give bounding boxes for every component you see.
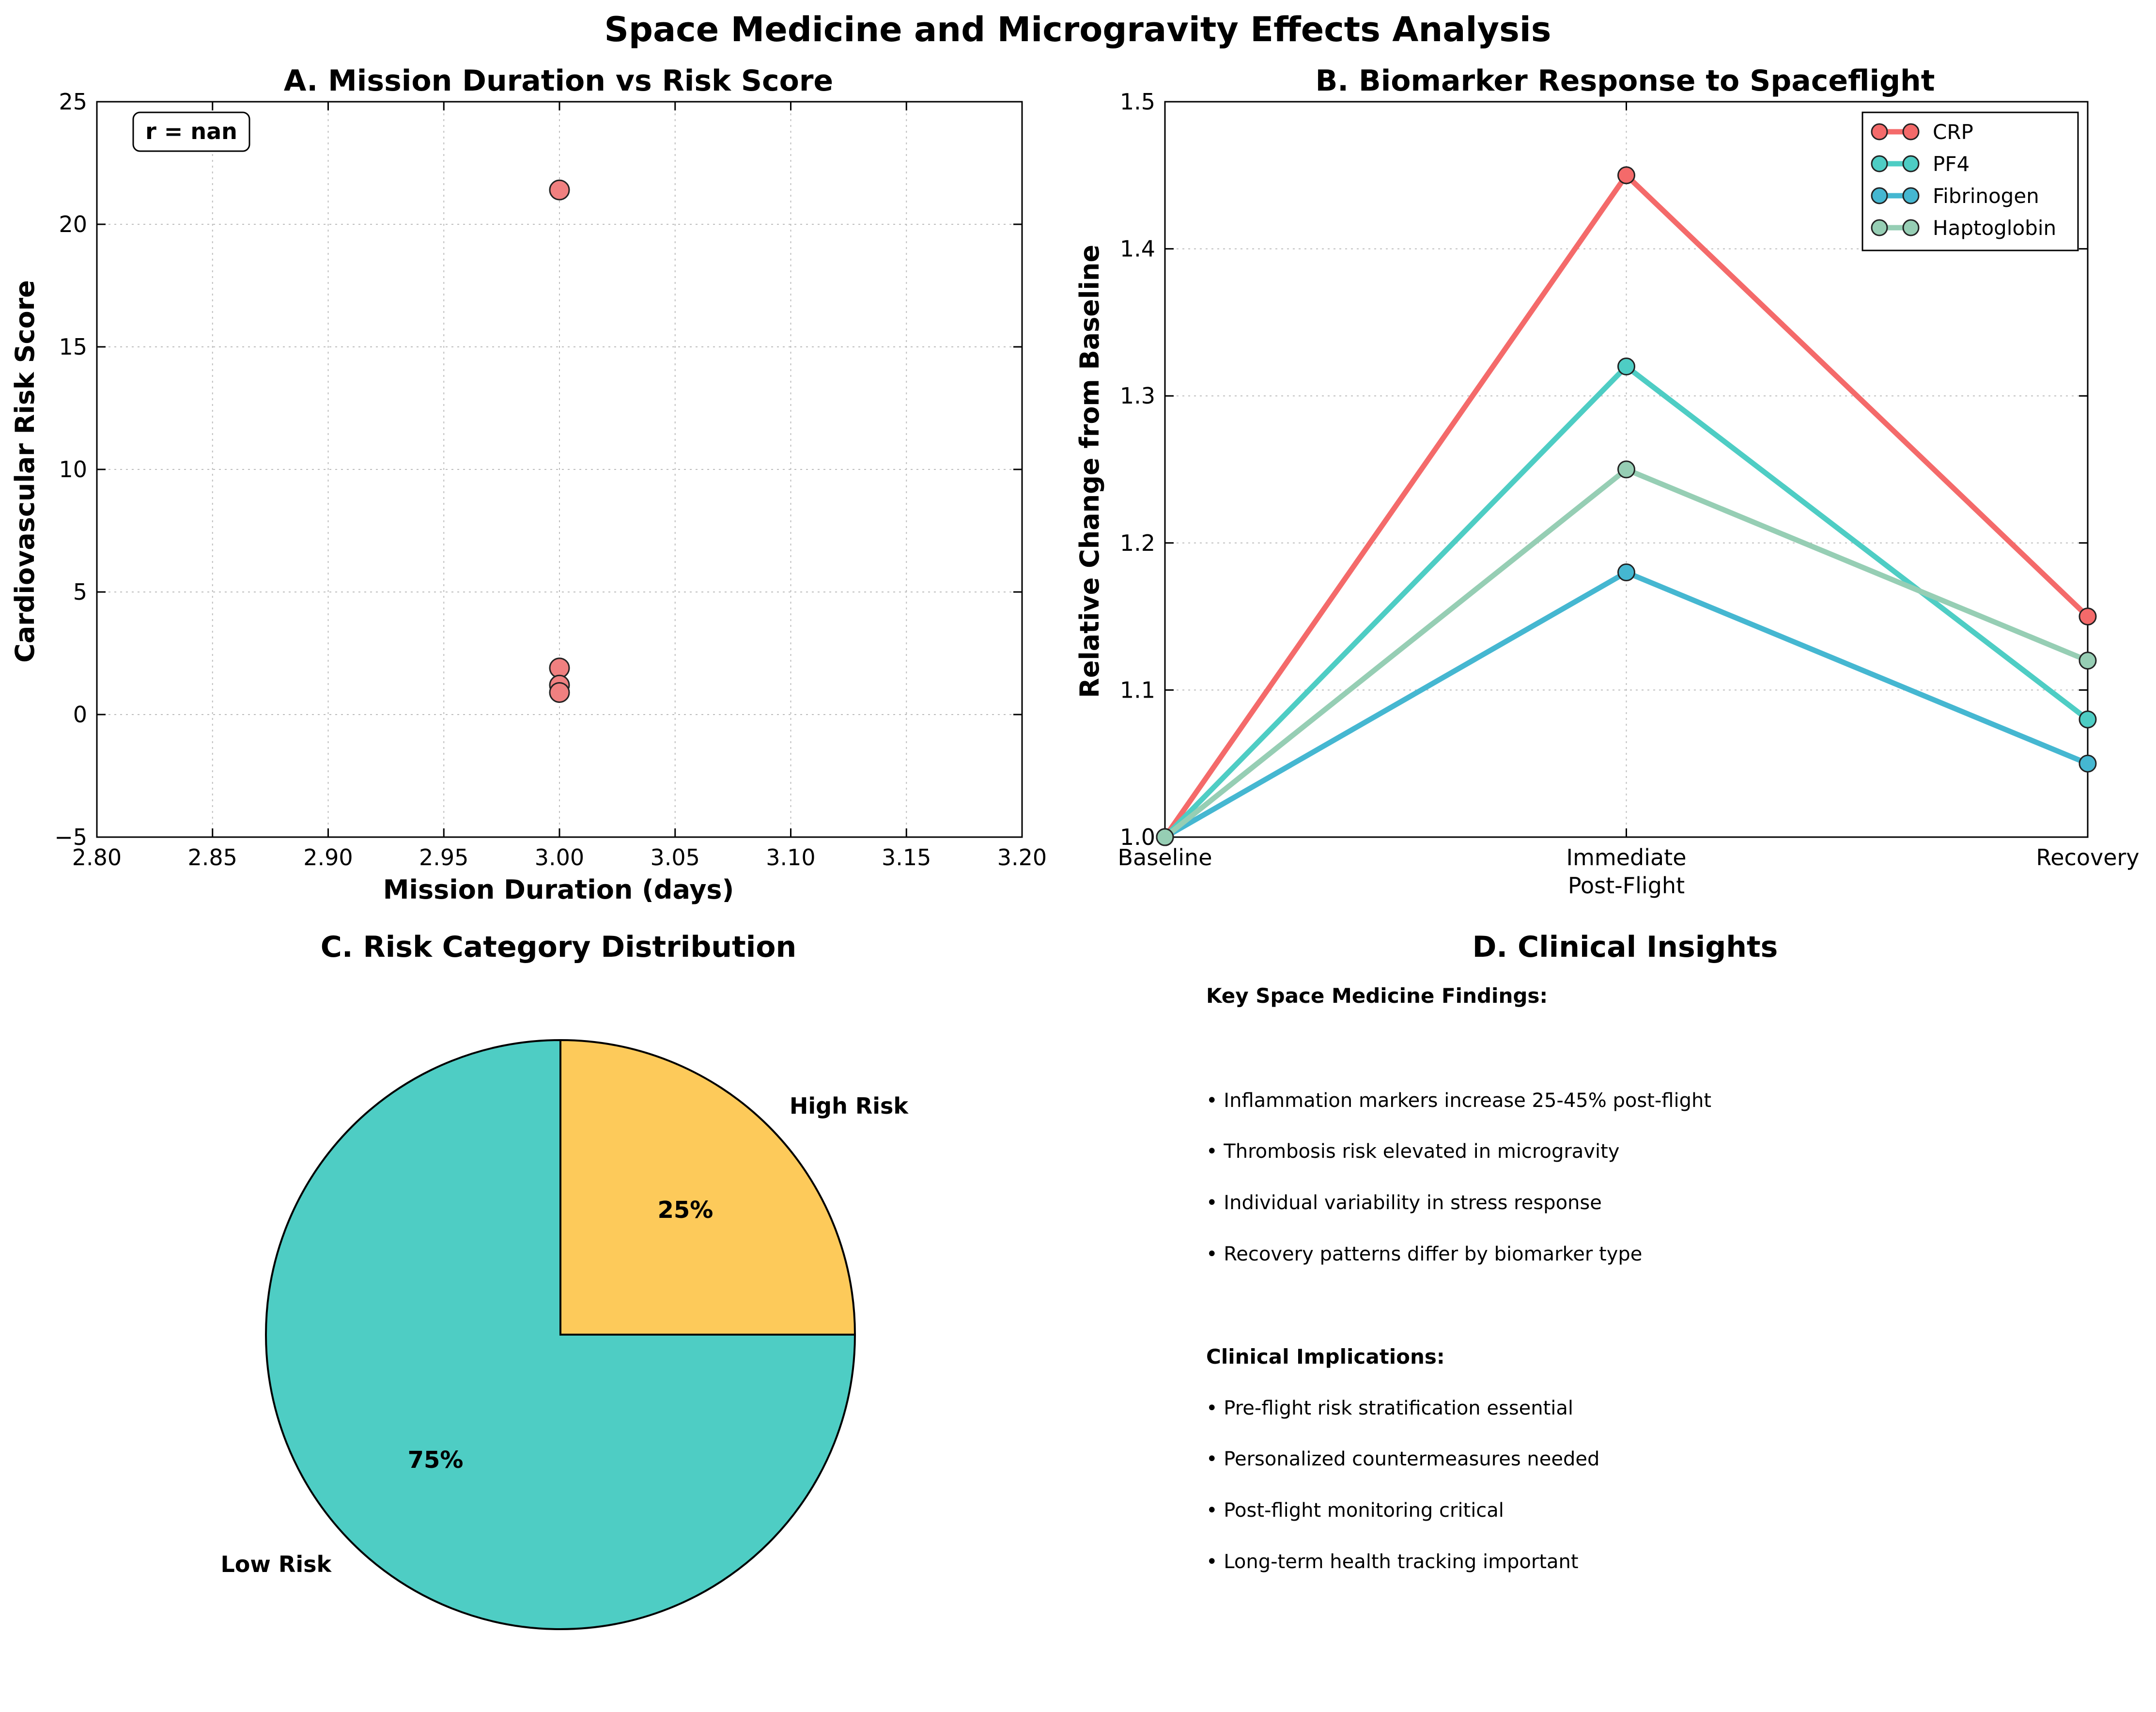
panel-b-xtick-label: Immediate Post-Flight [1567, 844, 1687, 899]
panel-c-pct-label: 75% [408, 1447, 464, 1474]
panel-b-point-crp [1617, 166, 1635, 185]
implication-4: • Long-term health tracking important [1206, 1551, 1579, 1573]
implication-1: • Pre-flight risk stratification essenti… [1206, 1397, 1573, 1419]
panel-b-point-haptoglobin [1617, 460, 1635, 479]
panel-b-ylabel: Relative Change from Baseline [1074, 245, 1105, 698]
panel-a-ytick-label: 5 [73, 579, 87, 605]
panel-b-legend-marker [1902, 187, 1920, 204]
panel-c-slice-label: High Risk [790, 1093, 909, 1119]
panel-b-ytick-label: 1.3 [1120, 383, 1155, 409]
panel-b-point-pf4 [2078, 710, 2097, 729]
finding-1: • Inflammation markers increase 25-45% p… [1206, 1089, 1711, 1112]
panel-c-pct-label: 25% [658, 1197, 713, 1224]
finding-4: • Recovery patterns differ by biomarker … [1206, 1243, 1642, 1265]
panel-a-ytick-label: 0 [73, 701, 87, 728]
panel-a-ytick-label: 20 [59, 211, 87, 237]
figure-title: Space Medicine and Microgravity Effects … [605, 10, 1551, 49]
panel-b-legend-marker [1871, 123, 1888, 140]
panel-b-legend-label: Haptoglobin [1933, 216, 2056, 240]
panel-b-point-haptoglobin [1156, 828, 1174, 846]
panel-c-pie: C. Risk Category Distribution 25% High Ri… [220, 930, 909, 1630]
panel-a-annotation: r = nan [145, 118, 237, 144]
panel-b-point-crp [2078, 607, 2097, 626]
finding-2: • Thrombosis risk elevated in microgravi… [1206, 1140, 1619, 1163]
panel-a-ylabel: Cardiovascular Risk Score [10, 280, 40, 663]
panel-a-point [549, 179, 570, 201]
panel-c-slice-high-risk [559, 1039, 856, 1336]
panel-a-title: A. Mission Duration vs Risk Score [284, 64, 833, 98]
panel-a-ytick-label: 15 [59, 334, 87, 360]
panel-d-title: D. Clinical Insights [1473, 930, 1778, 964]
panel-a-point [549, 682, 570, 703]
panel-a-ytick-label: −5 [54, 824, 87, 850]
panel-a-xtick-label: 2.90 [303, 844, 353, 871]
implication-3: • Post-flight monitoring critical [1206, 1499, 1504, 1522]
panel-c-slice-low-risk [265, 1039, 856, 1630]
panel-a-annotation-box [132, 111, 250, 152]
panel-a-ytick-label: 25 [59, 89, 87, 115]
panel-b-legend-marker [1902, 219, 1920, 236]
panel-b-legend-marker [1902, 155, 1920, 172]
panel-b-legend-label: PF4 [1933, 152, 1970, 176]
panel-b-ytick-label: 1.2 [1120, 530, 1155, 556]
panel-b-legend-marker [1871, 187, 1888, 204]
panel-b-ytick-label: 1.5 [1120, 89, 1155, 115]
panel-a-xtick-label: 3.00 [535, 844, 584, 871]
panel-b-point-fibrinogen [1617, 563, 1635, 582]
panel-b-legend-marker [1871, 155, 1888, 172]
panel-c-slice-label: Low Risk [220, 1551, 332, 1577]
panel-a-xtick-label: 2.80 [72, 844, 122, 871]
panel-b-axes-frame [1164, 101, 2089, 838]
panel-a-xlabel: Mission Duration (days) [383, 874, 734, 905]
panel-a-xtick-label: 3.20 [997, 844, 1047, 871]
panel-b-legend-marker [1871, 219, 1888, 236]
panel-b-xtick-label: Baseline [1117, 844, 1212, 871]
panel-b-legend-label: Fibrinogen [1933, 184, 2039, 208]
panel-a-xtick-label: 2.85 [188, 844, 237, 871]
panel-b-line: B. Biomarker Response to Spaceflight Rel… [1074, 64, 2140, 899]
panel-b-legend-label: CRP [1933, 120, 1973, 144]
panel-a-xtick-label: 3.05 [651, 844, 700, 871]
panel-b-point-pf4 [1617, 357, 1635, 375]
panel-b-series-line-crp [1163, 172, 2090, 839]
panel-a-xtick-label: 2.95 [419, 844, 468, 871]
panel-b-point-haptoglobin [2078, 652, 2097, 670]
panel-a-ytick-label: 10 [59, 456, 87, 482]
panel-b-point-fibrinogen [2078, 754, 2097, 773]
findings-header: Key Space Medicine Findings: [1206, 984, 1548, 1008]
panel-b-ytick-label: 1.0 [1120, 824, 1155, 850]
panel-a-xtick-label: 3.10 [766, 844, 815, 871]
implication-2: • Personalized countermeasures needed [1206, 1448, 1599, 1470]
panel-b-ytick-label: 1.4 [1120, 236, 1155, 262]
panel-b-title: B. Biomarker Response to Spaceflight [1316, 64, 1935, 98]
implications-header: Clinical Implications: [1206, 1345, 1445, 1369]
panel-d-insights: D. Clinical Insights Key Space Medicine … [1206, 930, 1778, 1573]
panel-b-legend-marker [1902, 123, 1920, 140]
panel-b-ytick-label: 1.1 [1120, 677, 1155, 703]
panel-a-xtick-label: 3.15 [882, 844, 931, 871]
panel-b-xtick-label: Recovery [2036, 844, 2139, 871]
panel-a-axes-frame [96, 101, 1023, 838]
panel-c-title: C. Risk Category Distribution [321, 930, 796, 964]
panel-a-scatter: A. Mission Duration vs Risk Score Missio… [10, 64, 1047, 905]
finding-3: • Individual variability in stress respo… [1206, 1192, 1602, 1214]
